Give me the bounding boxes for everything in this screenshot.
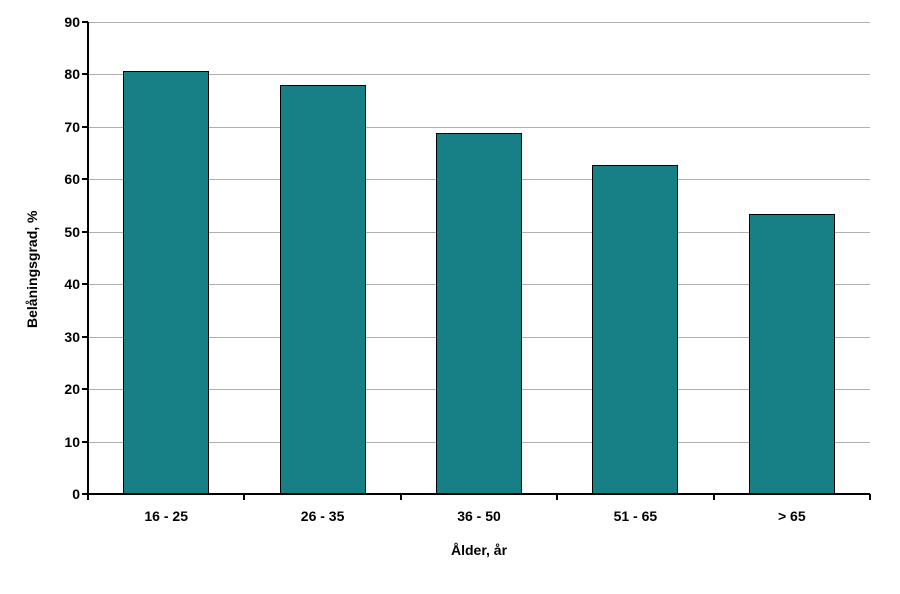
y-tick-label: 80 [52,66,80,82]
y-axis-label: Belåningsgrad, % [24,211,40,328]
y-tick-label: 50 [52,224,80,240]
x-tick-label: 51 - 65 [575,508,695,524]
y-axis [87,22,89,494]
bar-chart: Belåningsgrad, % Ålder, år 0 10 20 30 40 50 60… [0,0,900,594]
bar [123,71,209,494]
x-axis [88,493,870,495]
x-tick-label: 36 - 50 [419,508,539,524]
y-tick-label: 40 [52,276,80,292]
y-tick-label: 30 [52,329,80,345]
y-tick-label: 60 [52,171,80,187]
y-tick-label: 10 [52,434,80,450]
gridline [88,22,870,23]
bar [280,85,366,494]
plot-area [88,22,870,494]
bar [592,165,678,494]
y-tick-label: 20 [52,381,80,397]
x-tick-label: > 65 [732,508,852,524]
x-tick-label: 26 - 35 [263,508,383,524]
bar [436,133,522,494]
x-axis-label: Ålder, år [88,542,870,558]
bar [749,214,835,494]
y-tick-label: 70 [52,119,80,135]
x-tick-label: 16 - 25 [106,508,226,524]
y-tick-label: 90 [52,14,80,30]
y-tick-label: 0 [52,486,80,502]
